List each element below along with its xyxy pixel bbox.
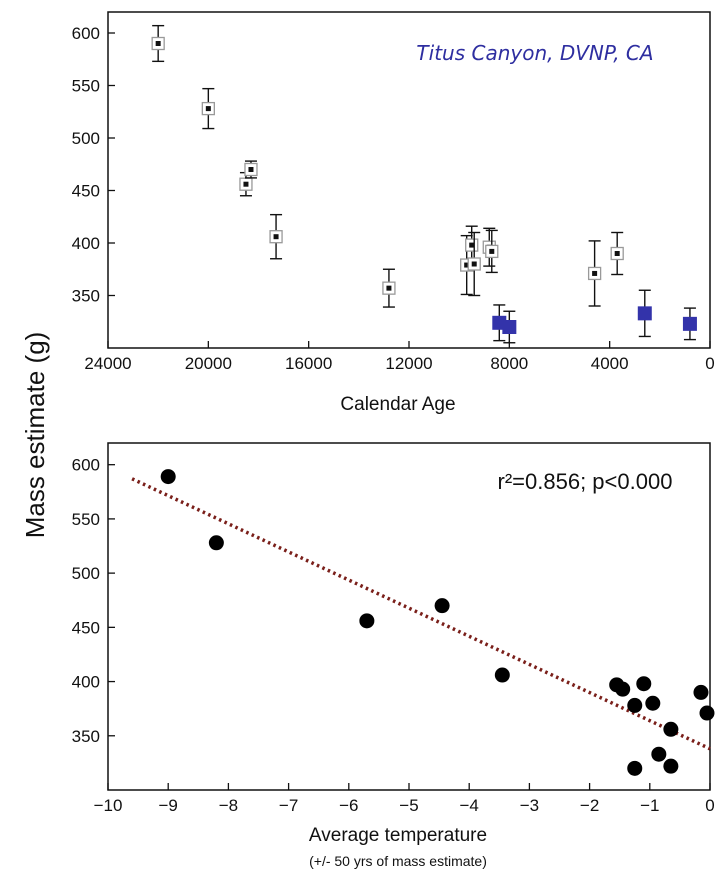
x-tick-label: −10	[94, 796, 123, 815]
x-axis-label-calendar-age: Calendar Age	[340, 394, 455, 415]
data-point	[627, 697, 643, 713]
x-tick-label: 0	[705, 796, 714, 815]
data-point-center	[155, 41, 161, 46]
x-tick-label: −5	[399, 796, 418, 815]
data-point-filled	[682, 316, 697, 331]
data-point-center	[464, 262, 470, 268]
data-point-center	[248, 167, 254, 172]
y-tick-label: 400	[72, 673, 100, 692]
data-point-center	[386, 285, 392, 291]
data-point	[160, 469, 176, 485]
data-point	[208, 535, 224, 551]
location-annotation: Titus Canyon, DVNP, CA	[416, 41, 653, 65]
y-tick-label: 600	[72, 24, 100, 43]
data-point	[359, 613, 375, 629]
y-tick-label: 600	[72, 456, 100, 475]
data-point	[645, 695, 661, 711]
x-tick-label: 12000	[385, 354, 432, 373]
data-point-center	[273, 234, 279, 240]
x-tick-label: 8000	[490, 354, 528, 373]
y-tick-label: 550	[72, 77, 100, 96]
y-tick-label: 500	[72, 564, 100, 583]
data-point-center	[614, 251, 620, 256]
trendline	[131, 477, 711, 751]
data-point	[699, 705, 715, 721]
y-tick-label: 500	[72, 129, 100, 148]
data-point	[636, 676, 652, 692]
data-point	[494, 667, 510, 683]
x-tick-label: 4000	[591, 354, 629, 373]
data-point-center	[243, 181, 249, 187]
x-tick-label: −7	[279, 796, 298, 815]
x-tick-label: −2	[580, 796, 599, 815]
x-tick-label: 24000	[84, 354, 131, 373]
x-tick-label: −6	[339, 796, 358, 815]
y-tick-label: 350	[72, 287, 100, 306]
x-tick-label: 0	[705, 354, 714, 373]
data-point	[615, 681, 631, 697]
x-tick-label: −9	[159, 796, 178, 815]
shared-y-axis-label: Mass estimate (g)	[20, 332, 50, 539]
y-tick-label: 450	[72, 182, 100, 201]
data-point-center	[205, 106, 211, 112]
data-point	[693, 684, 709, 700]
r-squared-annotation: r²=0.856; p<0.000	[498, 469, 673, 494]
y-tick-label: 350	[72, 727, 100, 746]
y-tick-label: 450	[72, 618, 100, 637]
x-axis-sublabel: (+/- 50 yrs of mass estimate)	[309, 853, 487, 869]
data-point-center	[471, 261, 477, 267]
data-point	[663, 721, 679, 737]
x-tick-label: 16000	[285, 354, 332, 373]
plot-frame	[107, 442, 711, 791]
x-tick-label: −3	[520, 796, 539, 815]
x-tick-label: −8	[219, 796, 238, 815]
data-point	[651, 746, 667, 762]
data-point	[663, 758, 679, 774]
chart-calendar-age: 350 400 450 500 550 600 24000 20000 16000 12000 80…	[72, 11, 715, 373]
y-tick-label: 400	[72, 234, 100, 253]
x-tick-label: −1	[640, 796, 659, 815]
data-point-center	[469, 242, 475, 248]
data-point	[627, 760, 643, 776]
data-point-center	[592, 270, 598, 276]
data-point	[434, 598, 450, 614]
y-tick-label: 550	[72, 510, 100, 529]
x-tick-label: −4	[460, 796, 479, 815]
x-axis-label-average-temperature: Average temperature	[309, 825, 487, 846]
x-tick-label: 20000	[185, 354, 232, 373]
data-point-filled	[637, 306, 652, 321]
data-point-center	[489, 248, 495, 254]
data-point-filled	[502, 320, 517, 334]
